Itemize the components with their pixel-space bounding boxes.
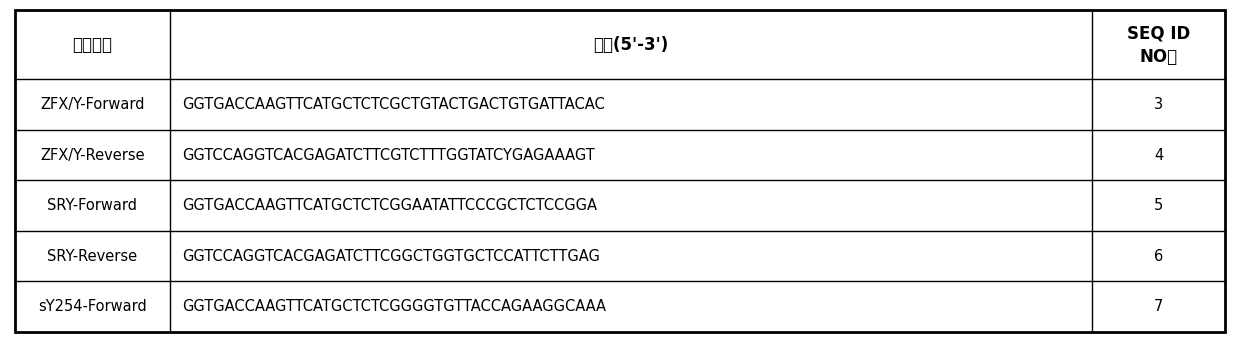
Text: SRY-Forward: SRY-Forward <box>47 198 138 213</box>
Text: SEQ ID
NO：: SEQ ID NO： <box>1127 24 1190 66</box>
Text: GGTCCAGGTCACGAGATCTTCGTCTTTGGTATCYGAGAAAGT: GGTCCAGGTCACGAGATCTTCGTCTTTGGTATCYGAGAAA… <box>182 148 595 162</box>
Text: GGTCCAGGTCACGAGATCTTCGGCTGGTGCTCCATTCTTGAG: GGTCCAGGTCACGAGATCTTCGGCTGGTGCTCCATTCTTG… <box>182 249 600 264</box>
Text: ZFX/Y-Forward: ZFX/Y-Forward <box>40 97 145 112</box>
Text: GGTGACCAAGTTCATGCTCTCGGAATATTCCCGCTCTCCGGA: GGTGACCAAGTTCATGCTCTCGGAATATTCCCGCTCTCCG… <box>182 198 598 213</box>
Text: GGTGACCAAGTTCATGCTCTCGCTGTACTGACTGTGATTACAC: GGTGACCAAGTTCATGCTCTCGCTGTACTGACTGTGATTA… <box>182 97 605 112</box>
Text: 4: 4 <box>1154 148 1163 162</box>
Text: GGTGACCAAGTTCATGCTCTCGGGGTGTTACCAGAAGGCAAA: GGTGACCAAGTTCATGCTCTCGGGGTGTTACCAGAAGGCA… <box>182 299 606 314</box>
Text: 序列(5'-3'): 序列(5'-3') <box>593 36 668 54</box>
Text: 引物名称: 引物名称 <box>72 36 113 54</box>
Text: 5: 5 <box>1154 198 1163 213</box>
Text: 6: 6 <box>1154 249 1163 264</box>
Text: sY254-Forward: sY254-Forward <box>38 299 146 314</box>
Text: ZFX/Y-Reverse: ZFX/Y-Reverse <box>40 148 145 162</box>
Text: SRY-Reverse: SRY-Reverse <box>47 249 138 264</box>
Text: 7: 7 <box>1154 299 1163 314</box>
Text: 3: 3 <box>1154 97 1163 112</box>
